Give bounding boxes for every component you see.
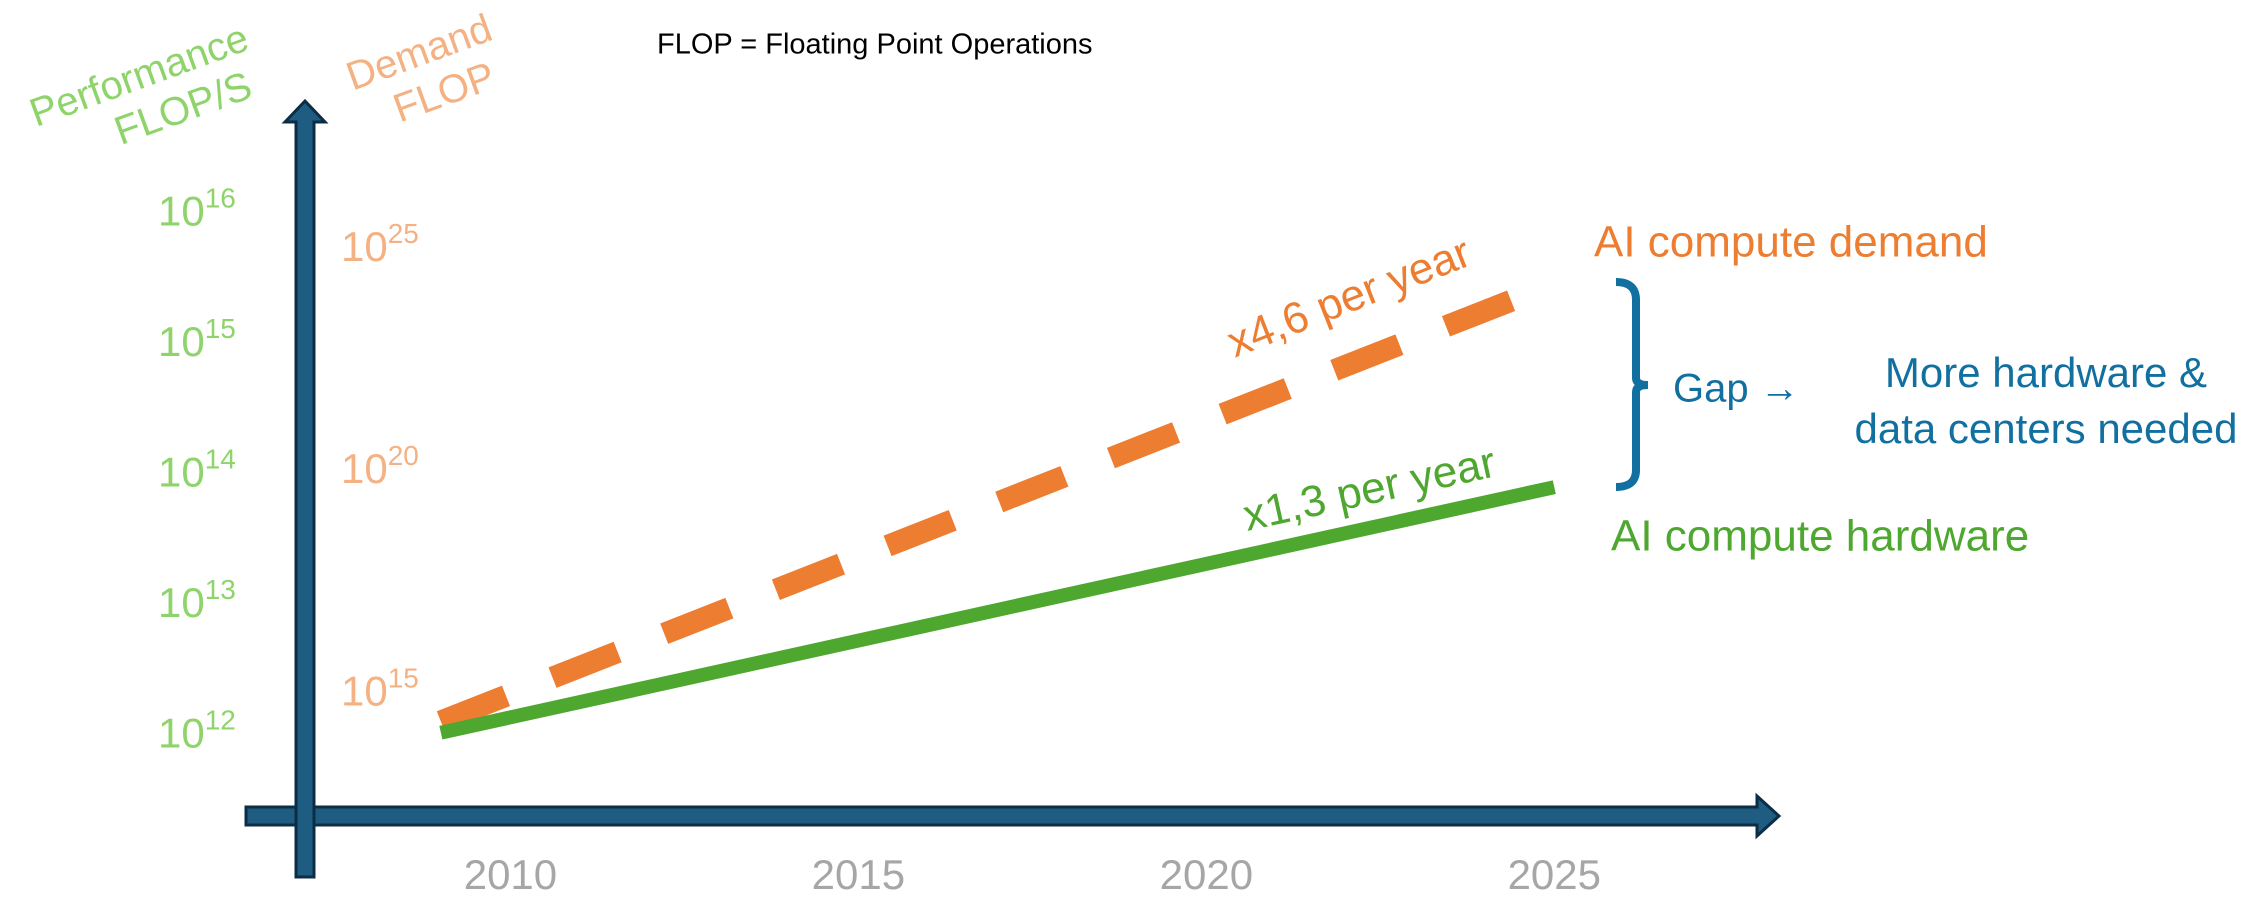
y2-tick-label-base: 10: [341, 223, 388, 270]
y-tick-label-exp: 13: [205, 575, 236, 606]
series-name: AI compute hardware: [1611, 512, 2029, 561]
y-tick-label-exp: 16: [205, 183, 236, 214]
y2-tick-label: 1025: [341, 218, 419, 270]
y-tick-label: 1012: [158, 705, 236, 757]
y-tick-label-base: 10: [158, 710, 205, 757]
gap-result: More hardware &: [1885, 349, 2207, 396]
y2-tick-label: 1015: [341, 663, 419, 715]
x-tick-label: 2025: [1508, 851, 1601, 898]
y-tick-label-base: 10: [158, 318, 205, 365]
series-name: AI compute demand: [1594, 218, 1988, 267]
y-tick-label-base: 10: [158, 449, 205, 496]
y2-tick-label-base: 10: [341, 668, 388, 715]
gap-label: Gap →: [1673, 367, 1800, 411]
x-tick-label: 2020: [1160, 851, 1253, 898]
y2-tick-label-exp: 15: [388, 663, 419, 694]
gap-result: data centers needed: [1855, 405, 2238, 452]
y-tick-label-base: 10: [158, 188, 205, 235]
x-tick-label: 2010: [464, 851, 557, 898]
x-axis: [244, 792, 1782, 840]
y2-tick-label-exp: 20: [388, 440, 419, 471]
y2-tick-label-base: 10: [341, 445, 388, 492]
y-axis: [281, 98, 329, 879]
gap-bracket: [1615, 278, 1649, 491]
y-tick-label-exp: 12: [205, 705, 236, 736]
y-tick-label: 1014: [158, 444, 236, 496]
y2-tick-label: 1020: [341, 440, 419, 492]
y2-tick-label-exp: 25: [388, 218, 419, 249]
y-tick-label: 1015: [158, 313, 236, 365]
note: FLOP = Floating Point Operations: [657, 29, 1093, 61]
y-tick-label-exp: 15: [205, 313, 236, 344]
y-tick-label: 1013: [158, 575, 236, 627]
series-line: [436, 273, 1559, 732]
series-rate: x4,6 per year: [1220, 228, 1477, 368]
y-tick-label: 1016: [158, 183, 236, 235]
y-tick-label-base: 10: [158, 579, 205, 626]
y-tick-label-exp: 14: [205, 444, 236, 475]
series-line: [439, 480, 1556, 740]
y-axis-title: Performance FLOP/S: [24, 16, 257, 154]
y2-axis-title: Demand FLOP: [341, 6, 501, 131]
x-tick-label: 2015: [812, 851, 905, 898]
